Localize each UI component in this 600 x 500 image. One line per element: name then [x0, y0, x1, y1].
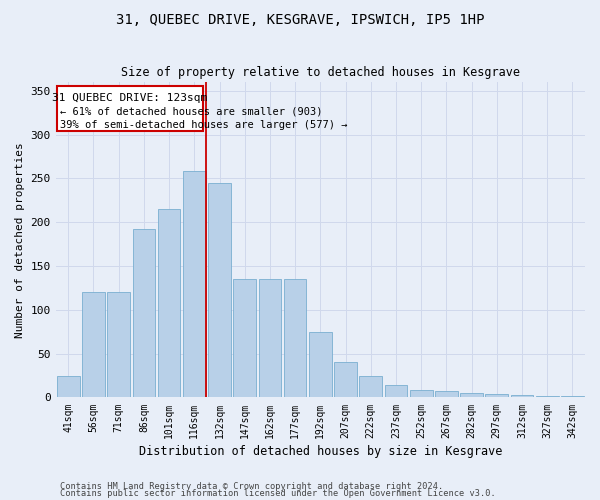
Text: 31, QUEBEC DRIVE, KESGRAVE, IPSWICH, IP5 1HP: 31, QUEBEC DRIVE, KESGRAVE, IPSWICH, IP5… [116, 12, 484, 26]
Y-axis label: Number of detached properties: Number of detached properties [15, 142, 25, 338]
X-axis label: Distribution of detached houses by size in Kesgrave: Distribution of detached houses by size … [139, 444, 502, 458]
Bar [385, 385, 407, 398]
Bar [536, 396, 559, 398]
Bar [133, 229, 155, 398]
Bar [485, 394, 508, 398]
Title: Size of property relative to detached houses in Kesgrave: Size of property relative to detached ho… [121, 66, 520, 80]
Bar [284, 279, 307, 398]
Bar [183, 172, 206, 398]
Text: Contains public sector information licensed under the Open Government Licence v3: Contains public sector information licen… [60, 489, 496, 498]
Text: 31 QUEBEC DRIVE: 123sqm: 31 QUEBEC DRIVE: 123sqm [52, 94, 208, 104]
Bar [334, 362, 357, 398]
Bar [82, 292, 105, 398]
Bar [57, 376, 80, 398]
Bar [158, 209, 181, 398]
Bar [309, 332, 332, 398]
Bar [259, 279, 281, 398]
Bar [561, 396, 584, 398]
Bar [435, 392, 458, 398]
Text: Contains HM Land Registry data © Crown copyright and database right 2024.: Contains HM Land Registry data © Crown c… [60, 482, 443, 491]
Bar [410, 390, 433, 398]
Text: 39% of semi-detached houses are larger (577) →: 39% of semi-detached houses are larger (… [60, 120, 347, 130]
Bar [233, 279, 256, 398]
Text: ← 61% of detached houses are smaller (903): ← 61% of detached houses are smaller (90… [60, 106, 322, 117]
Bar [208, 183, 231, 398]
Bar [359, 376, 382, 398]
FancyBboxPatch shape [57, 86, 203, 131]
Bar [511, 395, 533, 398]
Bar [107, 292, 130, 398]
Bar [460, 393, 483, 398]
